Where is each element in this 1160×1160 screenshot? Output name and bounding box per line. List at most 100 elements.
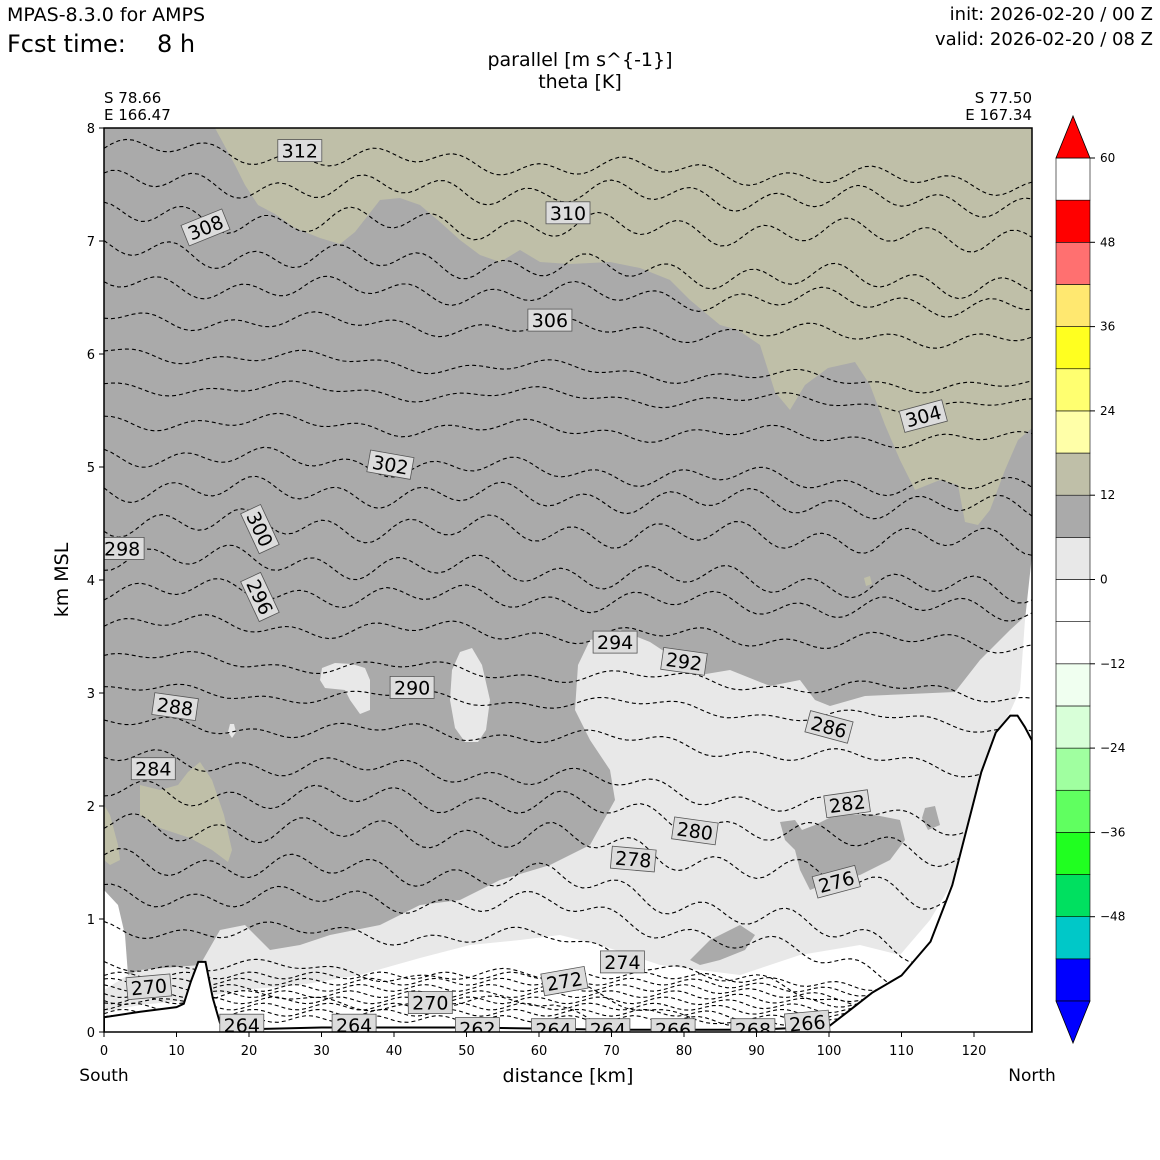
colorbar-segment [1055, 199, 1091, 243]
shade-gray-patch-right [780, 814, 905, 890]
contour-label-text: 290 [394, 677, 430, 699]
right-end-longitude: E 167.34 [965, 106, 1032, 124]
x-tick-label: 50 [458, 1044, 475, 1059]
contour-label-box [389, 676, 435, 699]
colorbar-segment [1055, 157, 1091, 201]
theta-contour-line [104, 544, 1032, 604]
theta-contour-line [104, 780, 1032, 872]
contour-label-box [811, 864, 861, 899]
colorbar-segment [1055, 705, 1091, 749]
y-tick-label: 2 [87, 800, 95, 815]
contour-label: 278 [609, 845, 657, 873]
theta-contour-line [104, 446, 1032, 497]
contour-label: 302 [366, 449, 415, 480]
contour-label-box [609, 845, 657, 873]
colorbar-tick-label: 0 [1100, 573, 1108, 587]
y-tick-label: 0 [87, 1026, 95, 1041]
theta-contour-line-ground [104, 1008, 902, 1026]
theta-contour-line-ground [104, 1002, 902, 1023]
theta-contour-line [104, 508, 1032, 556]
contour-label-box [823, 789, 871, 819]
contour-label-text: 264 [336, 1015, 372, 1037]
y-tick-label: 7 [87, 235, 95, 250]
contour-label: 264 [585, 1018, 631, 1042]
contour-label-box [366, 449, 415, 480]
x-tick-label: 70 [603, 1044, 620, 1059]
contour-label-box [240, 571, 280, 623]
contour-label-text: 264 [535, 1020, 571, 1042]
chart-subtitle: theta [K] [538, 71, 622, 93]
x-tick-label: 90 [748, 1044, 765, 1059]
contour-label: 294 [592, 630, 638, 654]
theta-contour-line [104, 201, 1032, 253]
contour-label-box [180, 208, 231, 247]
y-tick-label: 6 [87, 348, 95, 363]
x-tick-label: 110 [889, 1044, 914, 1059]
shade-gray-patch-right-small [922, 806, 940, 830]
x-tick-label: 10 [168, 1044, 185, 1059]
contour-label-box [545, 201, 591, 225]
contour-label-box [592, 630, 638, 654]
colorbar-segment [1055, 284, 1091, 327]
contour-label-text: 270 [412, 993, 448, 1015]
theta-contour-line [104, 990, 616, 1032]
x-tick-label: 80 [676, 1044, 693, 1059]
contour-label-text: 284 [135, 759, 171, 781]
y-axis-label: km MSL [51, 542, 73, 618]
contour-label-box [531, 1018, 576, 1032]
shade-khaki-left-edge [104, 805, 120, 865]
x-tick-label: 60 [531, 1044, 548, 1059]
x-tick-label: 30 [313, 1044, 330, 1059]
contour-label-box [660, 646, 708, 676]
contour-label-text: 282 [828, 791, 867, 818]
contour-label-text: 310 [550, 203, 586, 225]
y-axis-ticks: 0 1 2 3 4 5 6 7 8 [87, 122, 104, 1041]
contour-label: 280 [671, 816, 719, 845]
y-tick-label: 1 [87, 913, 95, 928]
theta-contour-line [104, 749, 1032, 841]
x-tick-label: 100 [817, 1044, 842, 1059]
contour-label: 282 [823, 789, 871, 819]
contour-label: 270 [407, 991, 453, 1015]
contour-label: 274 [600, 950, 645, 974]
colorbar-segment [1055, 747, 1091, 791]
contour-label-box [600, 950, 645, 974]
contour-label-text: 264 [590, 1020, 626, 1042]
theta-contour-line [104, 813, 1032, 916]
contour-label-box [151, 692, 199, 722]
north-direction-label: North [1008, 1066, 1056, 1086]
contour-label: 262 [454, 1017, 500, 1032]
contour-label-text: 266 [655, 1020, 691, 1042]
colorbar-segment [1055, 494, 1091, 538]
contour-label: 298 [104, 537, 145, 560]
x-axis-label: distance [km] [502, 1065, 634, 1087]
colorbar-tick-label: 48 [1100, 235, 1115, 249]
contour-label-text: 268 [735, 1020, 771, 1042]
x-tick-label: 20 [241, 1044, 258, 1059]
colorbar-segment [1055, 832, 1091, 875]
x-tick-label: 0 [100, 1044, 108, 1059]
shade-light-patch-center [450, 648, 490, 742]
contour-label: 266 [783, 1009, 831, 1032]
y-tick-label: 8 [87, 122, 95, 137]
left-end-latitude: S 78.66 [104, 89, 162, 107]
theta-contour-line [104, 883, 1032, 998]
theta-contour-line [104, 275, 1032, 318]
contour-label: 292 [660, 646, 708, 676]
colorbar-segment [1055, 326, 1091, 370]
contour-label-box [540, 965, 589, 997]
x-tick-label: 40 [386, 1044, 403, 1059]
contour-label: 264 [219, 1013, 265, 1032]
contour-label-box [650, 1018, 696, 1032]
contour-label-box [585, 1018, 631, 1032]
contour-label-box [898, 399, 948, 433]
theta-contour-line-ground [104, 990, 902, 1012]
contour-label-box [219, 1013, 265, 1032]
colorbar-tick-label: 24 [1100, 404, 1115, 418]
contour-label-box [407, 991, 453, 1014]
contour-label: 288 [151, 692, 199, 722]
x-axis-ticks: 0 10 20 30 40 50 60 70 80 90 100 110 120 [100, 1032, 986, 1059]
colorbar-segment [1055, 368, 1091, 412]
contour-label: 284 [130, 757, 176, 781]
shade-light-gray-main [104, 610, 1032, 1032]
